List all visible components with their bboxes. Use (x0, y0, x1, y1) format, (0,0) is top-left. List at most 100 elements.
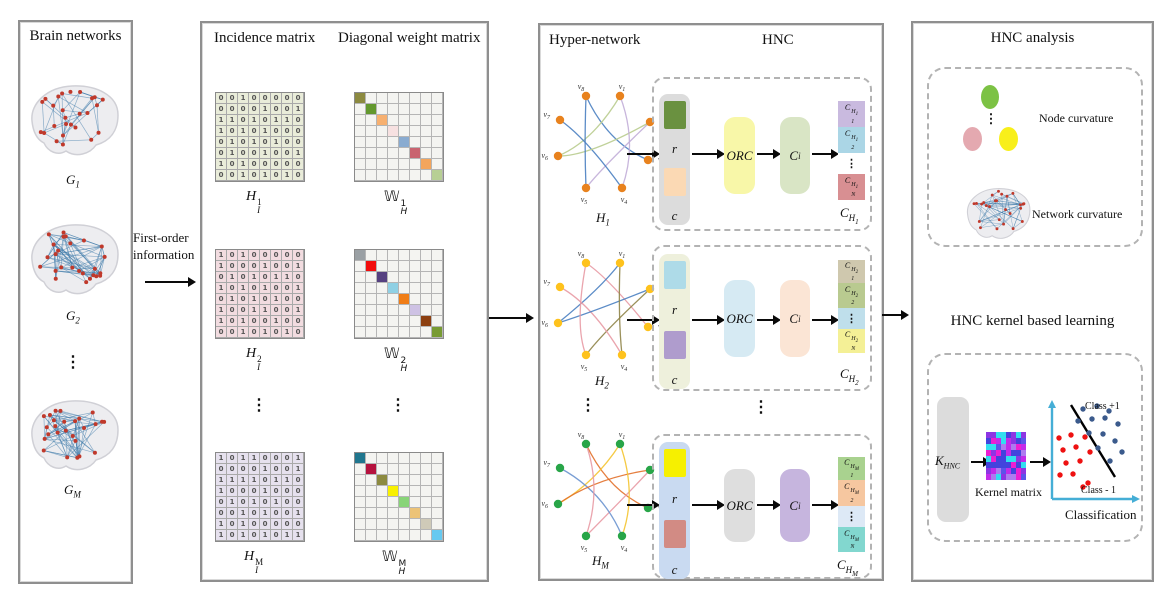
class-pos-label: Class +1 (1085, 401, 1120, 412)
panel-matrices: Incidence matrix Diagonal weight matrix … (200, 21, 489, 582)
svg-text:v8: v8 (578, 249, 585, 260)
ellipsis-node-curvature: ⋮ (984, 111, 998, 126)
graph-label-g2: G2 (66, 308, 80, 326)
curvature-column-3: C HM 1 C HM 2 ⋮ C HM N (838, 457, 865, 552)
svg-text:v4: v4 (621, 543, 628, 554)
arrow-rc-to-orc-1 (692, 149, 725, 159)
r-label-2: r (671, 302, 678, 318)
weight-matrix-title: Diagonal weight matrix (338, 30, 481, 46)
arrow-ci-to-curvatures-1 (812, 149, 839, 159)
curvature-column-1: C H1 1 C H1 2 ⋮ C H1 N (838, 101, 865, 200)
kernel-learning-box (927, 353, 1143, 542)
arrow-orc-to-ci-2 (757, 315, 781, 325)
orc-block-3: ORC (724, 469, 755, 542)
hypergraph-h2: v1v2v3v4v5v6v7v8 (541, 249, 665, 373)
khnc-label: KHNC (935, 453, 961, 471)
hypergraph-h1: v1v2v3v4v5v6v7v8 (541, 82, 665, 206)
svg-text:v5: v5 (581, 543, 588, 554)
r-swatch-1 (663, 101, 686, 129)
svg-text:v1: v1 (619, 249, 626, 260)
hypergraph-hm: v1v2v3v4v5v6v7v8 (541, 430, 665, 554)
weight-matrix-grid-m (354, 452, 444, 542)
orc-block-2: ORC (724, 280, 755, 357)
network-curvature-label: Network curvature (1032, 207, 1123, 221)
c-swatch-2 (663, 330, 686, 359)
ellipsis-brains: ⋮ (65, 354, 81, 371)
panel-hnc-analysis: HNC analysis ⋮ Node curvature Network cu… (911, 21, 1154, 582)
svg-text:v4: v4 (621, 362, 628, 373)
svg-text:v8: v8 (578, 82, 585, 93)
khnc-block (937, 397, 969, 522)
arrow-h2-to-rc (627, 315, 660, 325)
weight-matrix-grid-1 (354, 92, 444, 182)
hypernetwork-title: Hyper-network (549, 32, 641, 48)
curvature-output-label-1: CH1 (840, 205, 859, 226)
hnc-row1-box (652, 77, 872, 231)
rc-block-3: r c (659, 442, 690, 579)
node-curvature-green-ellipse (981, 85, 999, 109)
arrow-first-order (145, 277, 196, 287)
graph-label-g1: G1 (66, 172, 80, 190)
curvature-output-label-3: CHM (837, 557, 859, 578)
svg-text:v1: v1 (619, 82, 626, 93)
node-curvature-yellow-ellipse (999, 127, 1018, 151)
ellipsis-hypergraphs: ⋮ (580, 397, 596, 414)
svg-text:v8: v8 (578, 430, 585, 441)
ellipsis-hnc-rows: ⋮ (753, 399, 769, 416)
network-curvature-brain (967, 188, 1031, 239)
hnc-row2-box (652, 245, 872, 391)
arrow-hm-to-rc (627, 500, 660, 510)
graph-label-gm: GM (64, 482, 81, 500)
r-label-1: r (671, 141, 678, 156)
arrow-orc-to-ci-1 (757, 149, 781, 159)
panel-hypernetwork-hnc: Hyper-network HNC v1v2v3v4v5v6v7v8 H1 r … (538, 23, 884, 581)
r-swatch-2 (663, 261, 686, 289)
classification-label: Classification (1065, 507, 1137, 522)
rc-block-2: r c (659, 254, 690, 389)
r-label-3: r (671, 491, 678, 506)
first-order-label-line2: information (133, 247, 195, 262)
svg-text:v6: v6 (541, 499, 548, 510)
svg-text:v1: v1 (619, 430, 626, 441)
hypergraph-label-hm: HM (592, 553, 609, 571)
first-order-label-line1: First-order (133, 230, 189, 245)
svg-text:v7: v7 (543, 110, 551, 121)
hnc-row3-box (652, 434, 872, 579)
curvature-column-2: C H2 1 C H2 2 ⋮ C H2 N (838, 260, 865, 353)
svg-text:v5: v5 (581, 195, 588, 206)
svg-text:v7: v7 (543, 277, 551, 288)
classification-plot (1048, 400, 1140, 503)
c-label-3: c (671, 562, 678, 577)
hnc-analysis-title: HNC analysis (990, 30, 1075, 46)
svg-text:v7: v7 (543, 458, 551, 469)
arrow-rc-to-orc-3 (692, 500, 725, 510)
hypergraph-label-h1: H1 (596, 210, 610, 228)
incidence-matrix-title: Incidence matrix (214, 30, 316, 46)
analysis-box (927, 67, 1143, 247)
brain-network-image-1 (31, 85, 119, 156)
arrow-kernel-to-classification (1030, 457, 1051, 467)
c-label-1: c (671, 208, 678, 223)
class-neg-label: Class - 1 (1081, 485, 1116, 496)
orc-block-1: ORC (724, 117, 755, 194)
rc-block-1: r c (659, 94, 690, 225)
r-swatch-3 (663, 449, 686, 477)
brain-network-image-m (31, 400, 119, 471)
arrow-orc-to-ci-3 (757, 500, 781, 510)
svg-text:v5: v5 (581, 362, 588, 373)
ellipsis-incidence: ⋮ (251, 397, 267, 414)
brain-network-image-2 (31, 224, 119, 295)
panel-brain-networks-title: Brain networks (29, 28, 122, 44)
arrow-ci-to-curvatures-2 (812, 315, 839, 325)
svg-text:v6: v6 (541, 151, 548, 162)
